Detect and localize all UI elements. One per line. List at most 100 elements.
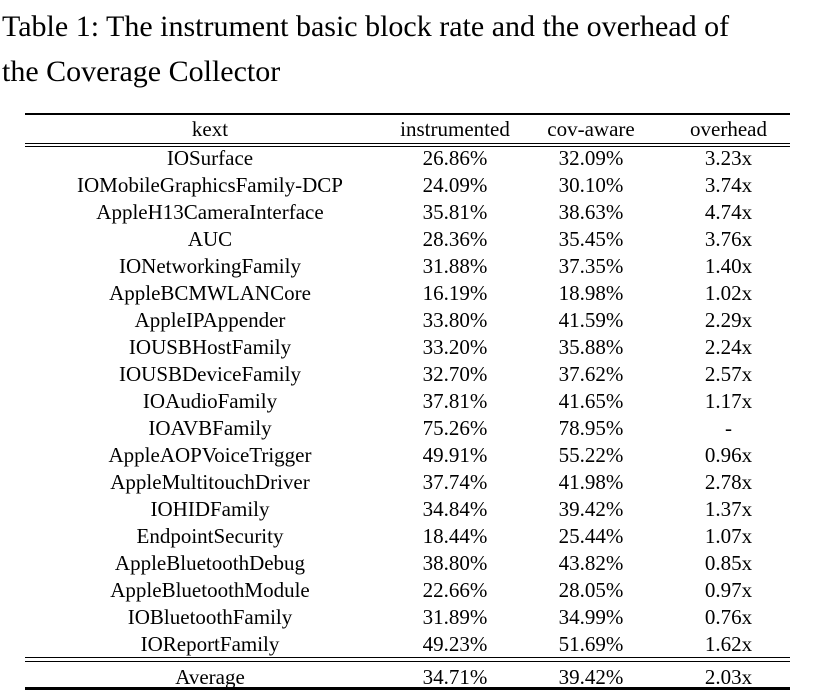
kext-cell: AppleBluetoothModule — [110, 578, 310, 602]
instrumented-cell: 38.80% — [422, 551, 488, 575]
cov-aware-cell: 35.45% — [558, 227, 624, 251]
cov-aware-cell: 38.63% — [558, 200, 624, 224]
table-row: AppleBCMWLANCore 16.19% 18.98% 1.02x — [25, 280, 790, 307]
kext-cell: IOMobileGraphicsFamily-DCP — [77, 173, 343, 197]
average-overhead-cell: 2.03x — [704, 664, 753, 689]
cov-aware-cell: 35.88% — [558, 335, 624, 359]
table-caption: Table 1: The instrument basic block rate… — [2, 4, 813, 94]
instrumented-cell: 24.09% — [422, 173, 488, 197]
cov-aware-cell: 78.95% — [558, 416, 624, 440]
average-instrumented-cell: 34.71% — [422, 664, 488, 689]
cov-aware-cell: 51.69% — [558, 632, 624, 656]
kext-cell: EndpointSecurity — [136, 524, 284, 548]
table-rule-above-average — [25, 657, 790, 662]
overhead-cell: 4.74x — [704, 200, 753, 224]
instrumented-cell: 49.23% — [422, 632, 488, 656]
instrumented-cell: 32.70% — [422, 362, 488, 386]
overhead-cell: 1.40x — [704, 254, 753, 278]
overhead-cell: 1.02x — [704, 281, 753, 305]
instrumented-cell: 34.84% — [422, 497, 488, 521]
table-row: AppleBluetoothModule 22.66% 28.05% 0.97x — [25, 577, 790, 604]
column-header-overhead: overhead — [690, 116, 767, 141]
overhead-cell: 0.85x — [704, 551, 753, 575]
overhead-cell: - — [725, 416, 732, 440]
instrumented-cell: 37.74% — [422, 470, 488, 494]
overhead-cell: 2.29x — [704, 308, 753, 332]
instrumented-cell: 22.66% — [422, 578, 488, 602]
table-row: IOReportFamily 49.23% 51.69% 1.62x — [25, 631, 790, 658]
table-body: IOSurface 26.86% 32.09% 3.23x IOMobileGraphi… — [25, 145, 790, 658]
overhead-cell: 0.97x — [704, 578, 753, 602]
instrumented-cell: 18.44% — [422, 524, 488, 548]
table-grid: kext instrumented cov-aware overhead IOS… — [25, 113, 790, 690]
table-row: IOAVBFamily 75.26% 78.95% - — [25, 415, 790, 442]
kext-cell: AppleH13CameraInterface — [96, 200, 324, 224]
table-rule-below-header — [25, 143, 790, 147]
overhead-cell: 0.76x — [704, 605, 753, 629]
table-row: IOAudioFamily 37.81% 41.65% 1.17x — [25, 388, 790, 415]
overhead-cell: 2.24x — [704, 335, 753, 359]
table-row: IOHIDFamily 34.84% 39.42% 1.37x — [25, 496, 790, 523]
instrumented-cell: 49.91% — [422, 443, 488, 467]
caption-line-1: Table 1: The instrument basic block rate… — [2, 10, 730, 43]
overhead-cell: 3.76x — [704, 227, 753, 251]
instrumented-cell: 16.19% — [422, 281, 488, 305]
kext-cell: IOBluetoothFamily — [127, 605, 293, 629]
table-row: IOMobileGraphicsFamily-DCP 24.09% 30.10% 3.… — [25, 172, 790, 199]
instrumented-cell: 33.80% — [422, 308, 488, 332]
kext-cell: AUC — [187, 227, 233, 251]
table-row: EndpointSecurity 18.44% 25.44% 1.07x — [25, 523, 790, 550]
column-header-instrumented: instrumented — [400, 116, 510, 141]
cov-aware-cell: 25.44% — [558, 524, 624, 548]
instrumented-cell: 35.81% — [422, 200, 488, 224]
cov-aware-cell: 30.10% — [558, 173, 624, 197]
cov-aware-cell: 37.62% — [558, 362, 624, 386]
table-row: AppleIPAppender 33.80% 41.59% 2.29x — [25, 307, 790, 334]
overhead-cell: 3.23x — [704, 146, 753, 170]
kext-cell: AppleBCMWLANCore — [109, 281, 311, 305]
cov-aware-cell: 39.42% — [558, 497, 624, 521]
kext-cell: IOHIDFamily — [150, 497, 270, 521]
table-row: AppleBluetoothDebug 38.80% 43.82% 0.85x — [25, 550, 790, 577]
table-row: IONetworkingFamily 31.88% 37.35% 1.40x — [25, 253, 790, 280]
kext-cell: IOUSBDeviceFamily — [119, 362, 301, 386]
average-label-cell: Average — [175, 664, 245, 689]
overhead-cell: 2.57x — [704, 362, 753, 386]
kext-cell: IONetworkingFamily — [119, 254, 301, 278]
cov-aware-cell: 18.98% — [558, 281, 624, 305]
overhead-cell: 1.62x — [704, 632, 753, 656]
column-header-kext: kext — [191, 116, 229, 141]
instrumented-cell: 75.26% — [422, 416, 488, 440]
cov-aware-cell: 43.82% — [558, 551, 624, 575]
kext-cell: AppleBluetoothDebug — [114, 551, 306, 575]
instrumented-cell: 31.88% — [422, 254, 488, 278]
kext-cell: IOSurface — [166, 146, 254, 170]
cov-aware-cell: 32.09% — [558, 146, 624, 170]
kext-cell: AppleIPAppender — [134, 308, 286, 332]
results-table: kext instrumented cov-aware overhead IOS… — [25, 113, 790, 690]
cov-aware-cell: 41.59% — [558, 308, 624, 332]
overhead-cell: 1.17x — [704, 389, 753, 413]
instrumented-cell: 37.81% — [422, 389, 488, 413]
kext-cell: IOUSBHostFamily — [128, 335, 292, 359]
cov-aware-cell: 37.35% — [558, 254, 624, 278]
kext-cell: IOAVBFamily — [148, 416, 272, 440]
instrumented-cell: 28.36% — [422, 227, 488, 251]
instrumented-cell: 33.20% — [422, 335, 488, 359]
table-row: IOUSBHostFamily 33.20% 35.88% 2.24x — [25, 334, 790, 361]
table-row: IOBluetoothFamily 31.89% 34.99% 0.76x — [25, 604, 790, 631]
table-rule-bottom — [25, 687, 790, 690]
cov-aware-cell: 41.65% — [558, 389, 624, 413]
kext-cell: AppleAOPVoiceTrigger — [108, 443, 312, 467]
overhead-cell: 3.74x — [704, 173, 753, 197]
table-row: IOUSBDeviceFamily 32.70% 37.62% 2.57x — [25, 361, 790, 388]
overhead-cell: 1.07x — [704, 524, 753, 548]
table-row: AUC 28.36% 35.45% 3.76x — [25, 226, 790, 253]
kext-cell: AppleMultitouchDriver — [110, 470, 310, 494]
column-header-cov-aware: cov-aware — [547, 116, 635, 141]
overhead-cell: 2.78x — [704, 470, 753, 494]
caption-line-2: the Coverage Collector — [2, 55, 281, 88]
cov-aware-cell: 28.05% — [558, 578, 624, 602]
table-header-row: kext instrumented cov-aware overhead — [25, 113, 790, 145]
average-cov-aware-cell: 39.42% — [558, 664, 624, 689]
